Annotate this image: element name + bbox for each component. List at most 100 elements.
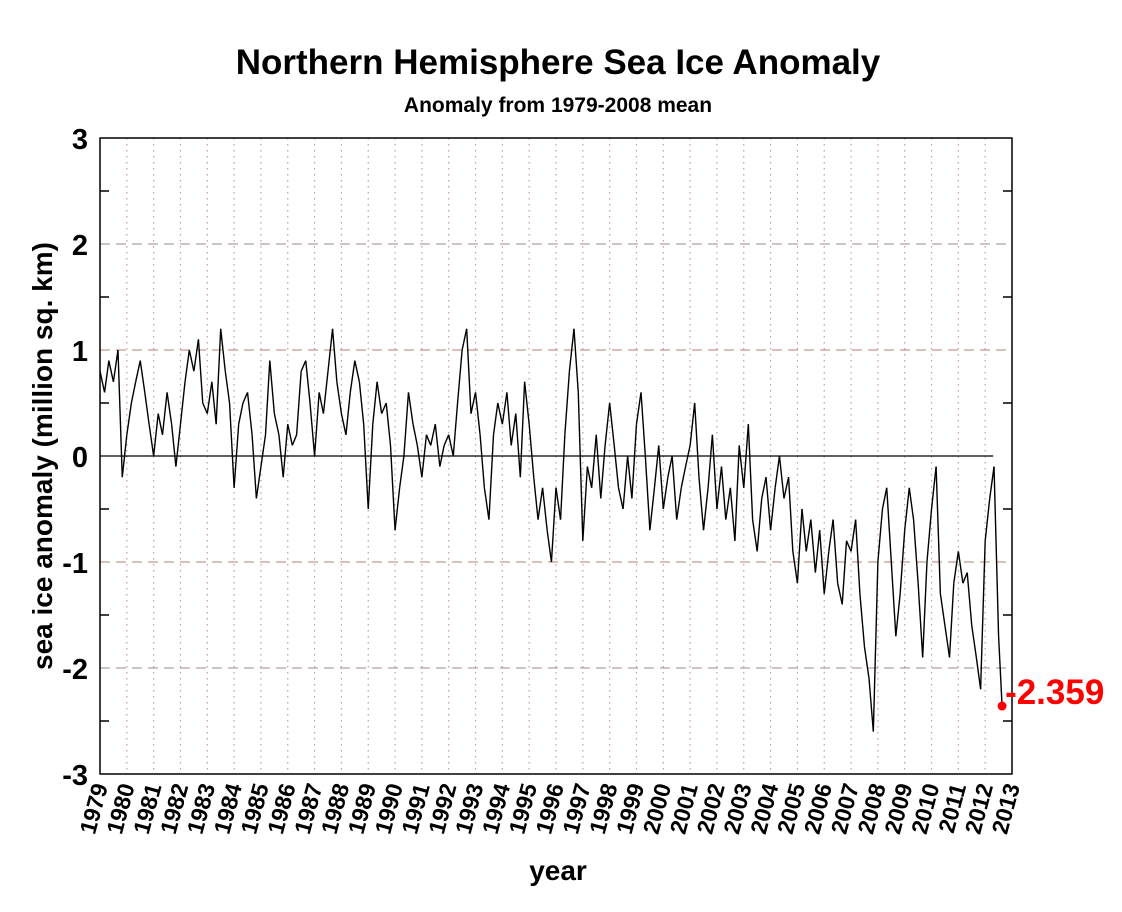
series-segment (743, 424, 750, 488)
series-segment (600, 445, 606, 499)
series-segment (917, 583, 924, 658)
series-segment (407, 392, 414, 425)
x-axis-label: year (529, 855, 587, 886)
plot-frame (99, 137, 1013, 775)
series-segment (644, 455, 651, 531)
series-segment (425, 434, 432, 446)
series-segment (112, 349, 119, 382)
series-segment (193, 339, 200, 372)
series-segment (993, 466, 1000, 637)
series-segment (394, 487, 401, 531)
y-tick-label: -2 (62, 654, 88, 686)
series-segment (944, 625, 951, 658)
series-segment (269, 360, 276, 414)
series-segment (381, 402, 387, 414)
series-segment (430, 424, 436, 446)
series-segment (161, 392, 168, 435)
series-segment (805, 519, 812, 552)
series-segment (702, 487, 709, 531)
series-segment (121, 434, 128, 478)
series-segment (474, 392, 481, 435)
series-segment (264, 360, 271, 435)
series-segment (385, 402, 392, 446)
series-segment (568, 328, 575, 372)
series-segment (828, 519, 834, 552)
series-segment (456, 349, 463, 404)
series-segment (327, 328, 334, 372)
series-segment (751, 519, 758, 552)
series-segment (904, 487, 910, 531)
series-segment (452, 402, 459, 457)
series-segment (868, 678, 875, 732)
series-segment (421, 434, 428, 478)
series-segment (103, 360, 110, 393)
series-segment (613, 445, 620, 488)
series-segment (841, 540, 848, 605)
series-segment (139, 360, 146, 393)
series-segment (872, 561, 879, 732)
series-segment (541, 487, 548, 531)
series-segment (564, 371, 571, 435)
series-segment (282, 424, 289, 478)
series-segment (434, 424, 441, 467)
series-segment (850, 519, 857, 552)
series-segment (818, 530, 825, 594)
series-segment (989, 466, 995, 499)
series-segment (895, 593, 901, 637)
y-tick-label: 0 (72, 442, 88, 474)
series-segment (233, 424, 240, 488)
series-segment (515, 413, 522, 478)
series-segment (322, 371, 329, 414)
series-segment (483, 487, 490, 520)
series-segment (126, 402, 133, 435)
series-segment (595, 434, 602, 499)
series-segment (211, 381, 217, 425)
series-segment (926, 508, 933, 563)
series-segment (523, 381, 530, 425)
series-segment (533, 477, 539, 520)
series-segment (859, 593, 866, 647)
series-segment (662, 477, 669, 510)
series-segment (984, 498, 991, 541)
series-segment (948, 583, 955, 658)
series-segment (577, 392, 584, 541)
series-segment (550, 487, 557, 563)
series-segment (519, 381, 526, 478)
series-segment (309, 402, 316, 457)
series-segment (255, 466, 262, 499)
series-segment (953, 551, 960, 584)
series-segment (228, 402, 235, 488)
series-segment (287, 424, 294, 446)
series-segment (608, 402, 615, 446)
series-segment (291, 434, 298, 446)
series-segment (470, 392, 477, 414)
series-segment (537, 487, 544, 520)
series-segment (318, 392, 325, 414)
series-segment (962, 572, 968, 584)
series-segment (224, 371, 231, 404)
series-segment (555, 487, 562, 520)
series-segment (783, 477, 790, 499)
series-segment (836, 583, 843, 605)
series-segment (510, 413, 517, 446)
series-segment (175, 424, 182, 467)
series-segment (765, 477, 772, 531)
y-axis-label: sea ice anomaly (million sq. km) (27, 242, 58, 670)
series-segment (528, 424, 535, 478)
series-segment (237, 402, 244, 425)
last-value-marker (997, 701, 1007, 711)
series-segment (305, 360, 311, 404)
series-segment (108, 360, 115, 382)
series-segment (622, 455, 629, 510)
series-segment (631, 424, 638, 499)
y-tick-label: 3 (72, 124, 88, 156)
series-segment (313, 392, 320, 457)
series-segment (376, 381, 383, 414)
series-segment (671, 455, 678, 520)
series-segment (635, 392, 642, 425)
series-segment (461, 328, 468, 351)
series-segment (626, 455, 633, 499)
series-segment (278, 434, 284, 478)
